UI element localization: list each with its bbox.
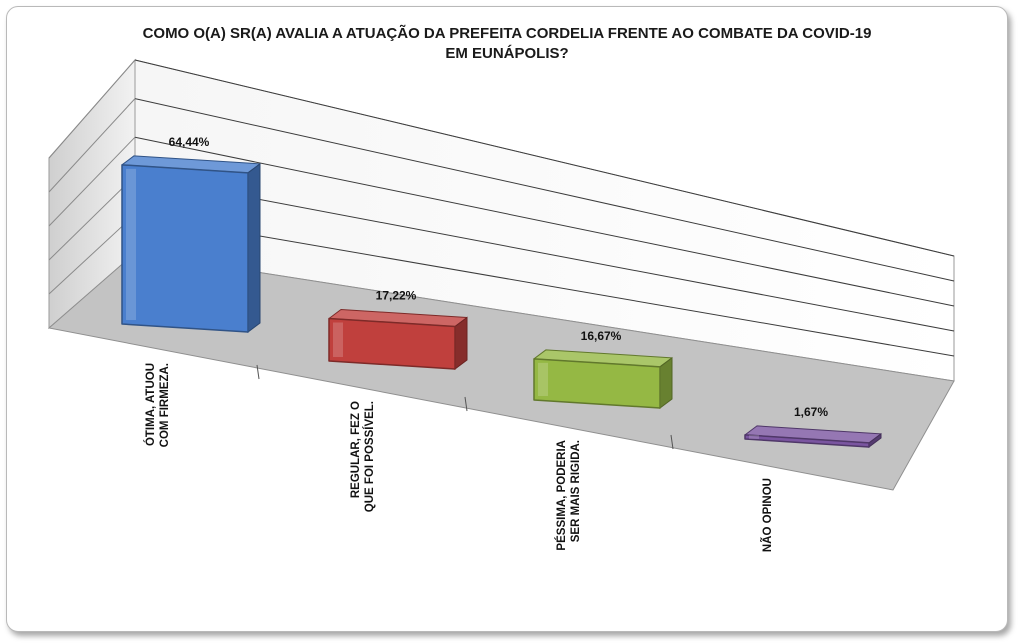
bar-front-face xyxy=(744,434,870,448)
data-labels: 64,44% 17,22% 16,67% 1,67% xyxy=(169,135,829,419)
bar-highlight xyxy=(538,362,548,396)
bar-front-face xyxy=(121,164,249,333)
category-tick xyxy=(464,396,468,412)
category-label: NÃO OPINOU xyxy=(761,478,774,552)
gridline-side xyxy=(48,214,136,295)
bar-front-face xyxy=(328,317,456,370)
bar-4 xyxy=(744,425,882,448)
chart-title-line-2: EM EUNÁPOLIS? xyxy=(445,45,568,62)
gridline-back xyxy=(134,136,955,307)
chart-title-line-1: COMO O(A) SR(A) AVALIA A ATUAÇÃO DA PREF… xyxy=(143,24,872,42)
bar-side-face xyxy=(659,356,673,409)
bar-side-face xyxy=(454,316,468,370)
gridline-back xyxy=(134,175,955,332)
bar-highlight xyxy=(749,435,759,439)
bar-side-face xyxy=(247,162,261,333)
bar-3 xyxy=(533,349,673,409)
category-tick xyxy=(256,364,260,380)
category-tick xyxy=(670,434,674,450)
gridlines xyxy=(48,59,955,357)
category-ticks xyxy=(256,364,674,450)
gridline-side xyxy=(48,136,136,227)
category-label: PÉSSIMA, PODERIA SER MAIS RIGIDA. xyxy=(555,440,582,551)
chart-frame: COMO O(A) SR(A) AVALIA A ATUAÇÃO DA PREF… xyxy=(6,6,1008,632)
bar-highlight xyxy=(333,322,343,357)
bars xyxy=(121,155,882,448)
bar-2 xyxy=(328,308,468,370)
category-label: ÓTIMA, ATUOU COM FIRMEZA. xyxy=(144,363,171,447)
category-label: REGULAR, FEZ O QUE FOI POSSÍVEL. xyxy=(350,401,376,512)
chart-floor xyxy=(47,252,955,491)
category-labels: ÓTIMA, ATUOU COM FIRMEZA. REGULAR, FEZ O QU… xyxy=(144,363,774,552)
gridline-side xyxy=(48,175,136,261)
gridline-back xyxy=(134,213,955,357)
gridline-back xyxy=(134,59,955,257)
data-label: 64,44% xyxy=(169,135,210,149)
data-label: 1,67% xyxy=(794,405,828,419)
bar-1 xyxy=(121,155,261,333)
gridline-back xyxy=(134,98,955,282)
gridline-side xyxy=(48,59,136,159)
data-label: 16,67% xyxy=(581,329,622,343)
bar-chart: COMO O(A) SR(A) AVALIA A ATUAÇÃO DA PREF… xyxy=(47,24,955,552)
data-label: 17,22% xyxy=(376,288,417,302)
bar-front-face xyxy=(533,358,661,409)
gridline-side xyxy=(48,98,136,193)
bar-highlight xyxy=(126,168,136,320)
